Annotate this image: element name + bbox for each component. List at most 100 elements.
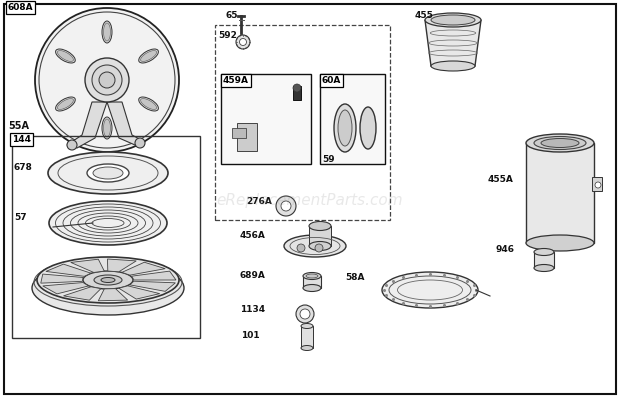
- Polygon shape: [99, 289, 128, 301]
- Ellipse shape: [309, 242, 331, 250]
- Circle shape: [293, 84, 301, 92]
- Ellipse shape: [334, 104, 356, 152]
- Text: 58A: 58A: [345, 273, 365, 283]
- Ellipse shape: [104, 119, 110, 137]
- Bar: [221, 74, 311, 164]
- Circle shape: [236, 35, 250, 49]
- Polygon shape: [46, 264, 91, 276]
- Ellipse shape: [526, 235, 594, 251]
- Ellipse shape: [301, 345, 313, 351]
- Ellipse shape: [526, 134, 594, 152]
- Polygon shape: [67, 102, 107, 148]
- Circle shape: [300, 309, 310, 319]
- Polygon shape: [107, 259, 136, 272]
- Polygon shape: [119, 286, 160, 299]
- Ellipse shape: [139, 97, 159, 111]
- Bar: [232, 128, 246, 138]
- Polygon shape: [425, 20, 481, 66]
- Text: 59: 59: [322, 156, 335, 164]
- Text: 946: 946: [495, 246, 514, 254]
- Text: 459A: 459A: [223, 76, 249, 85]
- Bar: [215, 25, 390, 220]
- Polygon shape: [131, 271, 176, 280]
- Text: 144: 144: [12, 135, 31, 144]
- Circle shape: [239, 39, 247, 45]
- Polygon shape: [41, 274, 83, 283]
- Ellipse shape: [306, 274, 318, 278]
- Text: 101: 101: [241, 330, 260, 339]
- Text: 608A: 608A: [8, 3, 33, 12]
- Circle shape: [135, 138, 145, 148]
- Text: 57: 57: [14, 213, 27, 222]
- Ellipse shape: [56, 97, 75, 111]
- Circle shape: [35, 8, 179, 152]
- Text: 456A: 456A: [240, 230, 266, 240]
- Circle shape: [281, 201, 291, 211]
- Ellipse shape: [32, 261, 184, 315]
- Text: 65: 65: [225, 10, 237, 20]
- Polygon shape: [43, 283, 89, 294]
- Ellipse shape: [303, 273, 321, 279]
- Ellipse shape: [309, 222, 331, 230]
- Ellipse shape: [431, 15, 475, 25]
- Text: 455: 455: [415, 10, 434, 20]
- Text: 689A: 689A: [240, 271, 266, 281]
- Ellipse shape: [58, 99, 73, 109]
- Circle shape: [296, 305, 314, 323]
- Ellipse shape: [303, 285, 321, 291]
- Polygon shape: [309, 226, 331, 246]
- Bar: [237, 123, 257, 151]
- Ellipse shape: [534, 137, 586, 150]
- Polygon shape: [534, 252, 554, 268]
- Bar: [293, 86, 301, 100]
- Ellipse shape: [425, 13, 481, 27]
- Circle shape: [297, 244, 305, 252]
- Ellipse shape: [534, 265, 554, 271]
- Polygon shape: [63, 287, 101, 300]
- Ellipse shape: [284, 235, 346, 257]
- Ellipse shape: [49, 201, 167, 245]
- Ellipse shape: [56, 49, 75, 63]
- Ellipse shape: [360, 107, 376, 149]
- Circle shape: [276, 196, 296, 216]
- Circle shape: [92, 65, 122, 95]
- Bar: [12, 136, 200, 338]
- Ellipse shape: [37, 257, 179, 303]
- Ellipse shape: [431, 61, 475, 71]
- Ellipse shape: [102, 117, 112, 139]
- Ellipse shape: [141, 51, 157, 61]
- Ellipse shape: [141, 99, 157, 109]
- Text: 455A: 455A: [488, 176, 514, 185]
- Ellipse shape: [87, 164, 129, 182]
- Polygon shape: [303, 276, 321, 288]
- Circle shape: [99, 72, 115, 88]
- Text: 1134: 1134: [240, 304, 265, 314]
- Ellipse shape: [541, 139, 579, 148]
- Ellipse shape: [139, 49, 159, 63]
- Polygon shape: [107, 102, 145, 145]
- Polygon shape: [130, 281, 175, 291]
- Ellipse shape: [93, 167, 123, 179]
- Polygon shape: [122, 262, 165, 275]
- Text: 276A: 276A: [246, 197, 272, 207]
- Bar: [320, 74, 385, 164]
- Circle shape: [85, 58, 129, 102]
- Text: eReplacementParts.com: eReplacementParts.com: [216, 193, 404, 207]
- Ellipse shape: [101, 277, 115, 283]
- Ellipse shape: [94, 275, 122, 285]
- Polygon shape: [71, 259, 104, 273]
- Circle shape: [595, 182, 601, 188]
- Ellipse shape: [301, 324, 313, 328]
- Text: 592: 592: [218, 31, 237, 41]
- Polygon shape: [301, 326, 313, 348]
- Polygon shape: [526, 143, 594, 243]
- Ellipse shape: [534, 248, 554, 256]
- Circle shape: [315, 244, 323, 252]
- Ellipse shape: [58, 51, 73, 61]
- Ellipse shape: [48, 152, 168, 194]
- Ellipse shape: [83, 271, 133, 289]
- Text: 678: 678: [14, 164, 33, 172]
- Ellipse shape: [102, 21, 112, 43]
- Ellipse shape: [382, 272, 478, 308]
- Bar: [592, 177, 602, 191]
